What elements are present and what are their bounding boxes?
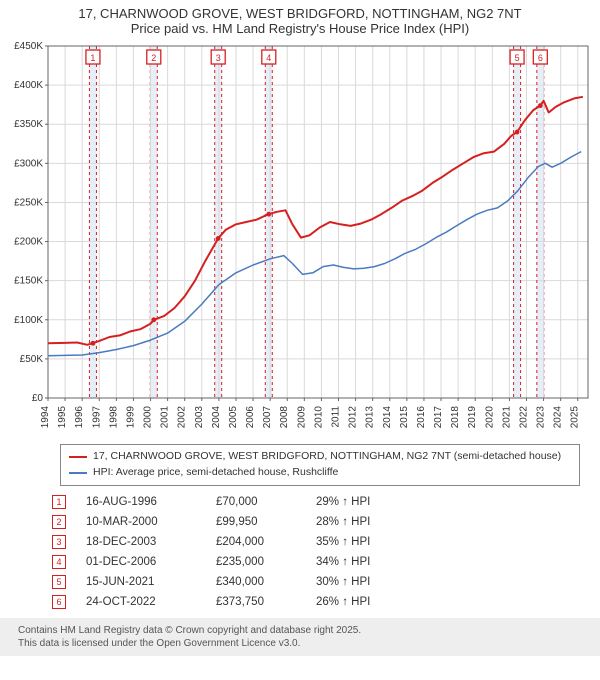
svg-text:2005: 2005	[228, 406, 239, 429]
svg-text:2001: 2001	[160, 406, 171, 429]
svg-text:2025: 2025	[570, 406, 581, 429]
svg-text:£350K: £350K	[14, 119, 43, 130]
svg-text:5: 5	[515, 53, 520, 63]
svg-text:2022: 2022	[518, 406, 529, 429]
sale-price: £204,000	[206, 532, 306, 552]
chart-svg: £0 £50K £100K £150K £200K £250K £300K £350K £400…	[0, 40, 600, 440]
table-row: 6 24-OCT-2022£373,75026% ↑ HPI	[42, 592, 380, 612]
svg-text:£300K: £300K	[14, 158, 43, 169]
svg-text:2012: 2012	[348, 406, 359, 429]
sale-marker: 1	[52, 495, 66, 509]
title-subtitle: Price paid vs. HM Land Registry's House …	[8, 21, 592, 36]
svg-text:2009: 2009	[296, 406, 307, 429]
svg-text:1995: 1995	[57, 406, 68, 429]
title-block: 17, CHARNWOOD GROVE, WEST BRIDGFORD, NOT…	[0, 0, 600, 40]
svg-text:2015: 2015	[399, 406, 410, 429]
footer-line1: Contains HM Land Registry data © Crown c…	[18, 624, 592, 637]
svg-text:2023: 2023	[536, 406, 547, 429]
sale-price: £99,950	[206, 512, 306, 532]
sale-price: £340,000	[206, 572, 306, 592]
sale-price: £235,000	[206, 552, 306, 572]
svg-text:2000: 2000	[143, 406, 154, 429]
sale-price: £373,750	[206, 592, 306, 612]
svg-text:£250K: £250K	[14, 197, 43, 208]
sale-delta: 28% ↑ HPI	[306, 512, 380, 532]
legend-swatch	[69, 456, 87, 458]
svg-text:3: 3	[216, 53, 221, 63]
svg-text:2007: 2007	[262, 406, 273, 429]
svg-text:1: 1	[90, 53, 95, 63]
table-row: 2 10-MAR-2000£99,95028% ↑ HPI	[42, 512, 380, 532]
legend-swatch	[69, 472, 87, 474]
sale-date: 15-JUN-2021	[76, 572, 206, 592]
svg-text:1994: 1994	[40, 406, 51, 429]
svg-text:2021: 2021	[501, 406, 512, 429]
sale-marker: 6	[52, 595, 66, 609]
svg-text:2013: 2013	[365, 406, 376, 429]
svg-text:2018: 2018	[450, 406, 461, 429]
svg-text:2014: 2014	[382, 406, 393, 429]
svg-text:2024: 2024	[553, 406, 564, 429]
legend-row: HPI: Average price, semi-detached house,…	[69, 465, 571, 481]
table-row: 4 01-DEC-2006£235,00034% ↑ HPI	[42, 552, 380, 572]
sale-date: 01-DEC-2006	[76, 552, 206, 572]
sale-delta: 35% ↑ HPI	[306, 532, 380, 552]
page-container: 17, CHARNWOOD GROVE, WEST BRIDGFORD, NOT…	[0, 0, 600, 656]
sale-date: 10-MAR-2000	[76, 512, 206, 532]
table-row: 1 16-AUG-1996£70,00029% ↑ HPI	[42, 492, 380, 512]
svg-text:2016: 2016	[416, 406, 427, 429]
svg-text:£450K: £450K	[14, 41, 43, 52]
sale-date: 16-AUG-1996	[76, 492, 206, 512]
legend-row: 17, CHARNWOOD GROVE, WEST BRIDGFORD, NOT…	[69, 449, 571, 465]
sale-marker: 2	[52, 515, 66, 529]
svg-text:2019: 2019	[467, 406, 478, 429]
svg-text:2010: 2010	[313, 406, 324, 429]
footer: Contains HM Land Registry data © Crown c…	[0, 618, 600, 656]
svg-text:2: 2	[151, 53, 156, 63]
svg-text:2002: 2002	[177, 406, 188, 429]
legend-label: 17, CHARNWOOD GROVE, WEST BRIDGFORD, NOT…	[93, 449, 561, 465]
legend: 17, CHARNWOOD GROVE, WEST BRIDGFORD, NOT…	[60, 444, 580, 486]
title-address: 17, CHARNWOOD GROVE, WEST BRIDGFORD, NOT…	[8, 6, 592, 21]
sale-date: 18-DEC-2003	[76, 532, 206, 552]
svg-text:2006: 2006	[245, 406, 256, 429]
sale-delta: 29% ↑ HPI	[306, 492, 380, 512]
sale-delta: 34% ↑ HPI	[306, 552, 380, 572]
chart: £0 £50K £100K £150K £200K £250K £300K £350K £400…	[0, 40, 600, 440]
sale-price: £70,000	[206, 492, 306, 512]
svg-text:2017: 2017	[433, 406, 444, 429]
svg-text:2020: 2020	[484, 406, 495, 429]
svg-text:6: 6	[538, 53, 543, 63]
table-row: 5 15-JUN-2021£340,00030% ↑ HPI	[42, 572, 380, 592]
sale-marker: 5	[52, 575, 66, 589]
svg-text:1997: 1997	[91, 406, 102, 429]
svg-text:£400K: £400K	[14, 80, 43, 91]
svg-text:2003: 2003	[194, 406, 205, 429]
sale-delta: 30% ↑ HPI	[306, 572, 380, 592]
svg-text:1998: 1998	[108, 406, 119, 429]
sale-delta: 26% ↑ HPI	[306, 592, 380, 612]
legend-label: HPI: Average price, semi-detached house,…	[93, 465, 338, 481]
svg-text:4: 4	[266, 53, 271, 63]
table-row: 3 18-DEC-2003£204,00035% ↑ HPI	[42, 532, 380, 552]
svg-text:1996: 1996	[74, 406, 85, 429]
svg-text:2004: 2004	[211, 406, 222, 429]
sale-marker: 4	[52, 555, 66, 569]
sales-table: 1 16-AUG-1996£70,00029% ↑ HPI 2 10-MAR-2000…	[42, 492, 380, 612]
svg-text:1999: 1999	[125, 406, 136, 429]
sale-date: 24-OCT-2022	[76, 592, 206, 612]
footer-line2: This data is licensed under the Open Gov…	[18, 637, 592, 650]
sale-marker: 3	[52, 535, 66, 549]
svg-text:£50K: £50K	[20, 354, 44, 365]
svg-text:£200K: £200K	[14, 237, 43, 248]
svg-text:£0: £0	[32, 393, 44, 404]
svg-text:2011: 2011	[331, 406, 342, 428]
svg-text:2008: 2008	[279, 406, 290, 429]
svg-text:£100K: £100K	[14, 315, 43, 326]
svg-text:£150K: £150K	[14, 276, 43, 287]
